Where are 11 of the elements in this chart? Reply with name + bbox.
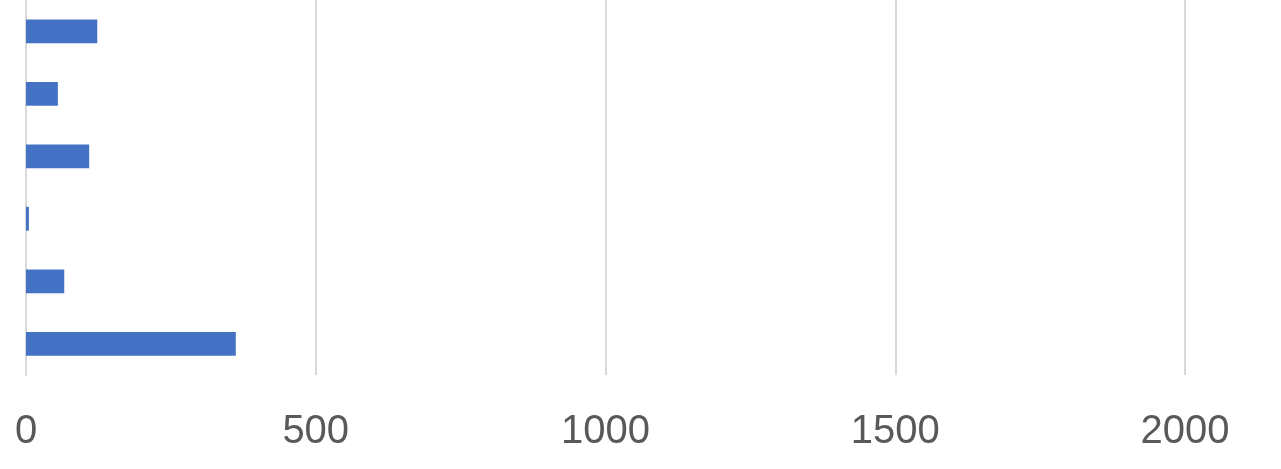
x-tick-label: 2000 xyxy=(1140,407,1230,451)
bar xyxy=(26,19,98,44)
bar xyxy=(26,269,65,294)
x-tick-label: 500 xyxy=(282,407,350,451)
x-tick-label: 1000 xyxy=(561,407,650,451)
x-tick-label: 0 xyxy=(14,407,38,451)
bar xyxy=(26,206,29,231)
bar xyxy=(26,331,236,356)
bar xyxy=(26,81,58,106)
x-tick-label: 1500 xyxy=(850,407,940,451)
bar xyxy=(26,144,90,169)
